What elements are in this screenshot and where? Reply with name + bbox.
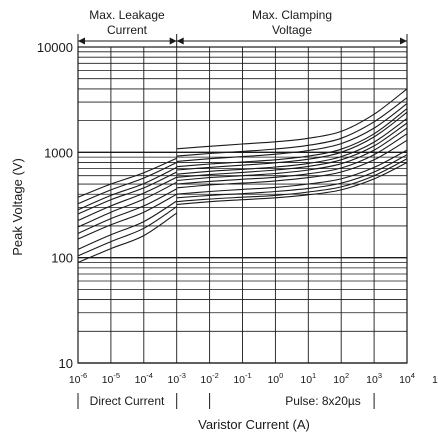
- x-tick-label: 101: [300, 371, 316, 386]
- leakage-series-line-3: [77, 200, 177, 250]
- clamping-series-line-4: [176, 149, 408, 195]
- clamping-series-line-14: [176, 88, 408, 150]
- bottom-region-markers: [77, 393, 375, 409]
- y-tick-labels: 10 100 1000 10000: [37, 40, 73, 371]
- clamping-series-line-5: [176, 139, 408, 189]
- clamping-series-line-6: [176, 133, 408, 185]
- pulse-label: Pulse: 8x20µs: [285, 394, 361, 408]
- x-tick-label: 10-2: [200, 371, 218, 386]
- x-tick-label: 10-3: [168, 371, 186, 386]
- x-tick-label: 10-1: [233, 371, 251, 386]
- series-group: [77, 88, 408, 264]
- clamping-series-line-13: [176, 97, 408, 157]
- x-tick-label: 10-5: [102, 371, 120, 386]
- x-tick-label: 103: [366, 371, 382, 386]
- y-tick-label: 10000: [37, 40, 73, 55]
- clamping-series-line-11: [176, 108, 408, 168]
- arrow-head-right-icon: [400, 37, 407, 45]
- clamping-series-line-3: [176, 154, 408, 199]
- x-tick-label: 105: [432, 371, 438, 386]
- region-arrows: [77, 34, 408, 47]
- x-tick-labels: 10-6 10-5 10-4 10-3 10-2 10-1 100 101 102 103 104 1…: [69, 371, 438, 386]
- clamping-series-line-7: [176, 127, 408, 182]
- leakage-series-line-5: [77, 188, 177, 234]
- y-tick-label: 1000: [44, 145, 73, 160]
- clamping-series-line-12: [176, 103, 408, 162]
- x-axis-label: Varistor Current (A): [198, 417, 310, 432]
- clamping-series-line-2: [176, 158, 408, 203]
- clamping-series-line-8: [176, 122, 408, 178]
- leakage-series-line-7: [77, 176, 177, 222]
- arrow-head-left-icon: [176, 37, 184, 45]
- clamping-series-line-10: [176, 111, 408, 171]
- x-tick-label: 10-4: [135, 371, 153, 386]
- leakage-label-line1: Max. Leakage: [89, 8, 165, 22]
- leakage-series-line-4: [77, 193, 177, 240]
- leakage-series-line-8: [77, 171, 177, 215]
- leakage-series-line-2: [77, 206, 178, 257]
- plot-frame: [77, 46, 408, 364]
- leakage-label-line2: Current: [107, 23, 148, 37]
- leakage-series-line-11: [77, 157, 177, 198]
- x-tick-label: 104: [399, 371, 415, 386]
- clamping-series-line-9: [176, 117, 408, 175]
- x-tick-label: 10-6: [69, 371, 87, 386]
- y-axis-label: Peak Voltage (V): [10, 158, 25, 256]
- clamping-label-line2: Voltage: [272, 23, 312, 37]
- leakage-series-line-1: [77, 212, 178, 264]
- y-tick-label: 10: [59, 356, 73, 371]
- leakage-series-line-9: [77, 166, 177, 211]
- clamping-series-line-1: [176, 162, 408, 206]
- leakage-series-line-10: [77, 162, 177, 205]
- grid: [77, 47, 408, 364]
- leakage-series-line-6: [77, 181, 177, 228]
- direct-current-label: Direct Current: [90, 394, 165, 408]
- y-tick-label: 100: [51, 251, 73, 266]
- arrow-head-right-icon: [169, 37, 177, 45]
- x-tick-label: 102: [333, 371, 349, 386]
- arrow-head-left-icon: [78, 37, 85, 45]
- clamping-label-line1: Max. Clamping: [252, 8, 332, 22]
- x-tick-label: 100: [267, 371, 283, 386]
